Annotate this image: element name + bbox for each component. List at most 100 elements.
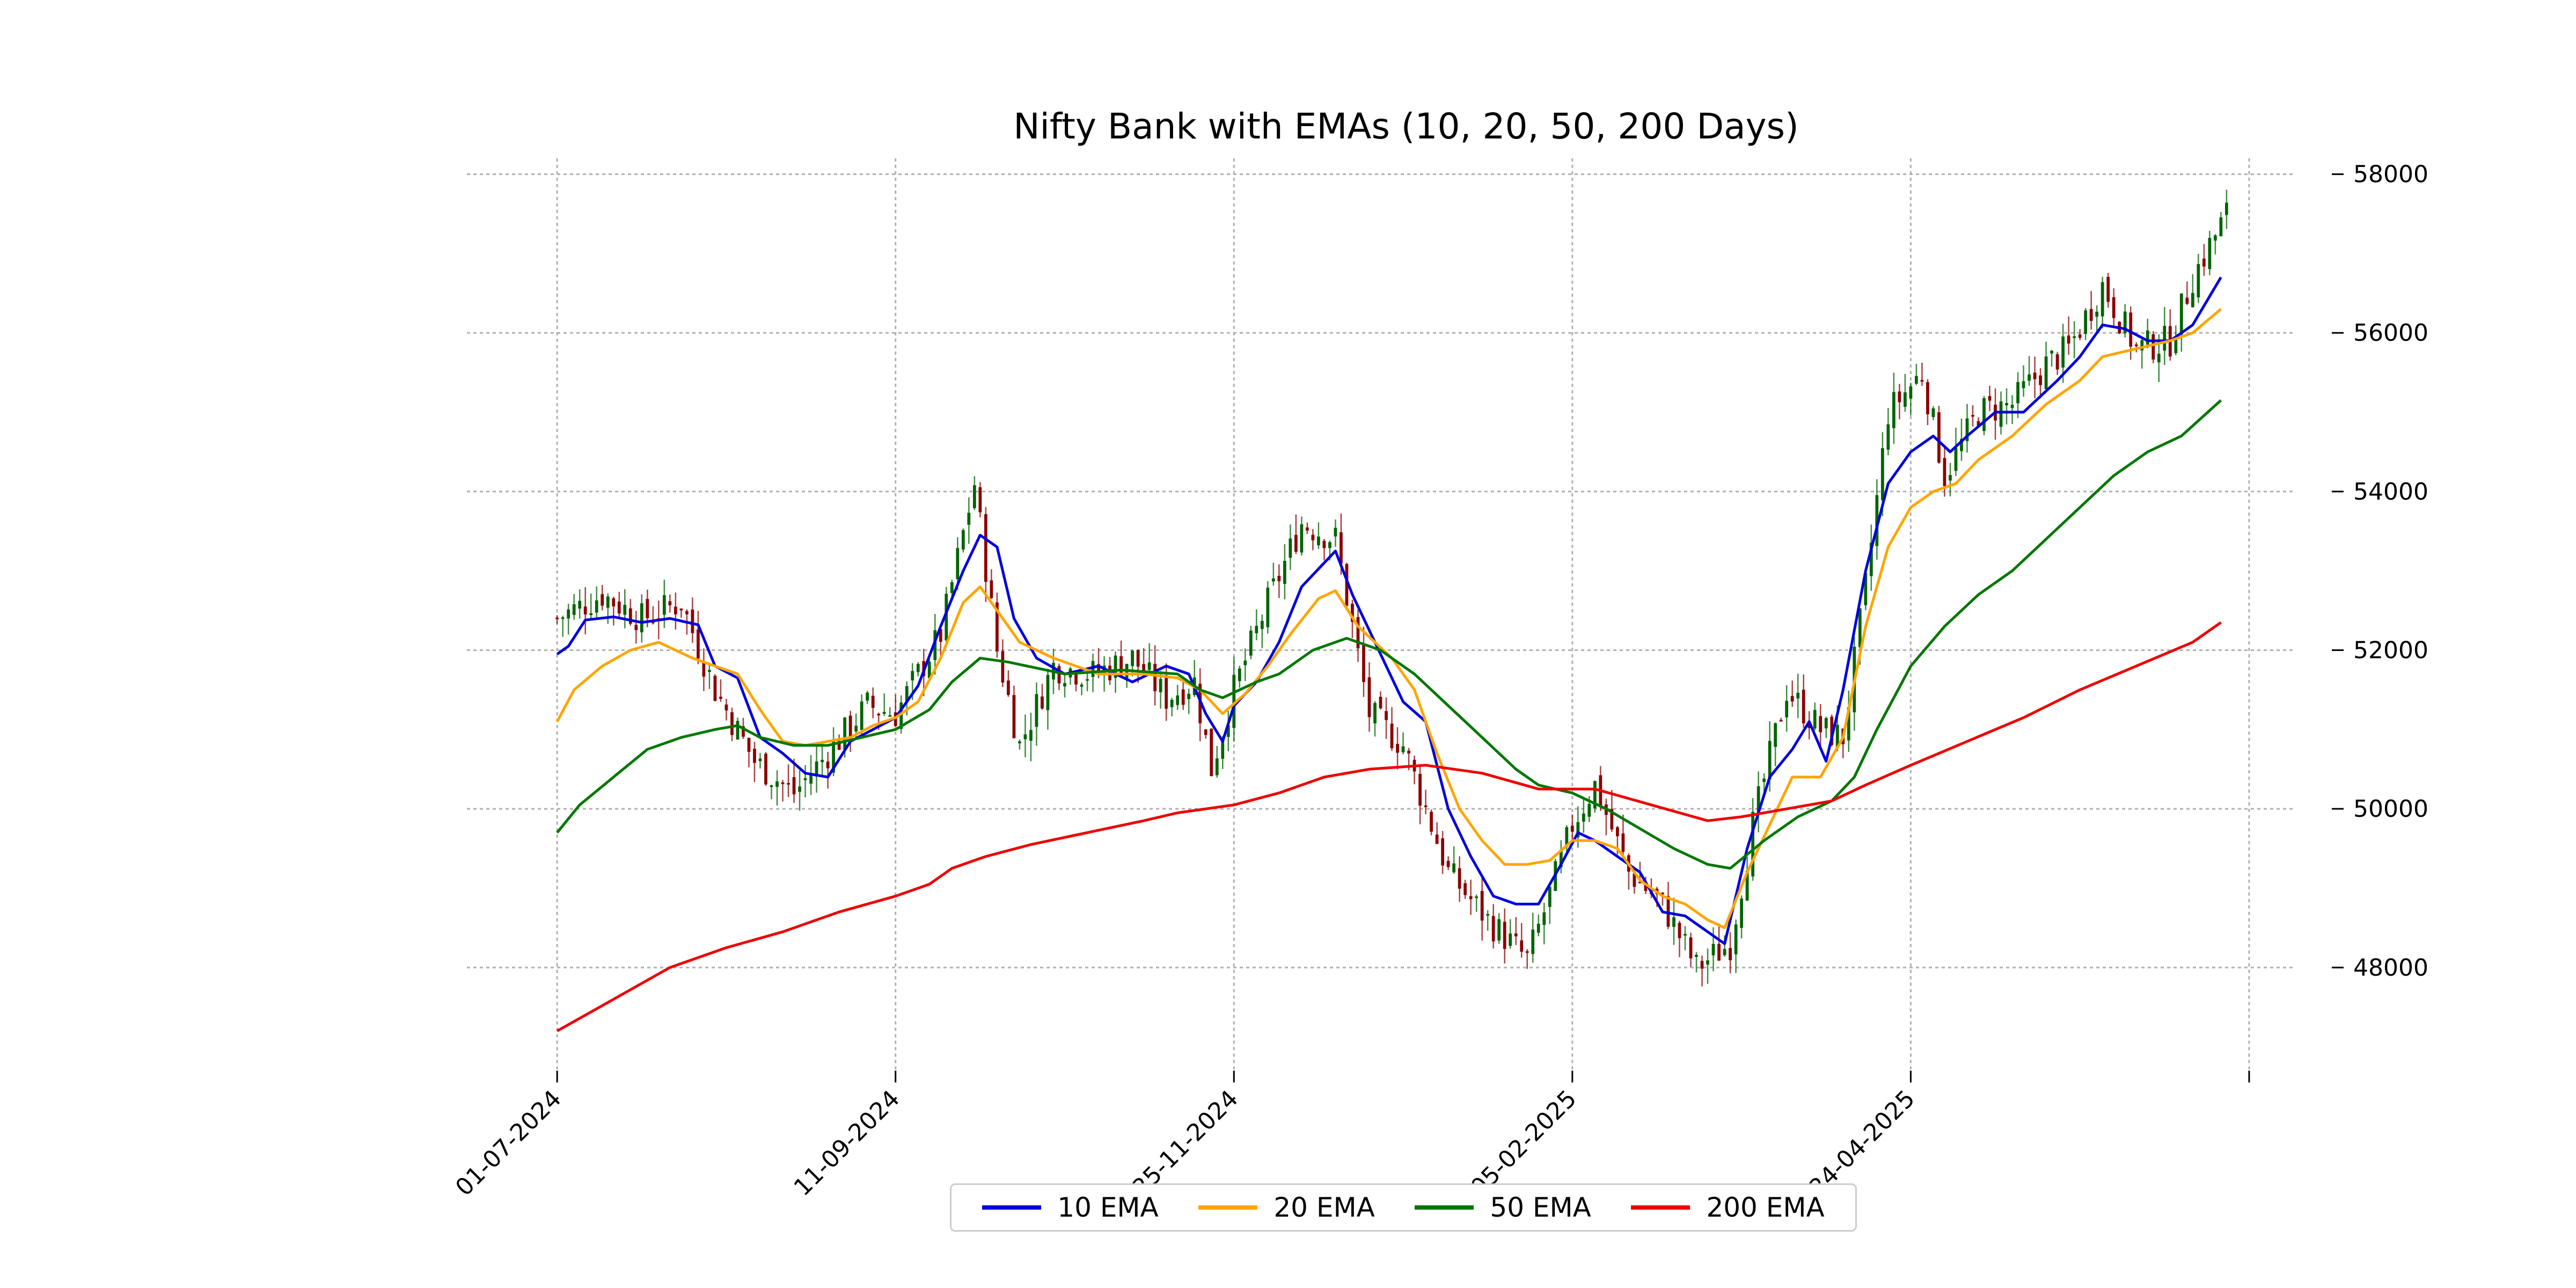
series-line-50-ema [556,399,2222,870]
candle-body [1785,700,1789,718]
candle-body [2208,238,2212,269]
candle-body [905,686,909,703]
candle-body [2005,402,2008,406]
candle-body [1424,805,1428,807]
legend-label: 20 EMA [1274,1192,1375,1223]
candle-body [2044,356,2048,390]
series-line-200-ema [556,621,2222,1033]
candle-body [764,753,767,785]
candle-body [1943,458,1946,486]
candle-body [1210,728,1213,777]
candle-body [742,726,745,737]
candle-body [1255,626,1258,633]
candle-body [961,530,965,550]
candle-body [1751,811,1755,877]
candle-body [1283,561,1286,584]
candle-body [1576,822,1580,838]
candle-body [1847,707,1850,741]
candle-body [1802,690,1805,723]
candle-body [1097,664,1100,673]
legend: 10 EMA 20 EMA 50 EMA 200 EMA [950,1183,1857,1232]
candle-body [1401,746,1405,752]
candle-body [634,625,638,631]
candle-body [899,702,903,729]
legend-item: 200 EMA [1631,1192,1825,1223]
candle-body [1294,535,1298,552]
series-line-20-ema [555,308,2222,930]
candle-body [1880,448,1884,500]
candle-body [2157,354,2161,363]
legend-swatch [1415,1205,1474,1210]
candle-body [1046,675,1050,711]
candle-body [1340,532,1343,564]
candle-body [1136,650,1140,667]
candle-body [1525,951,1529,953]
candle-body [1351,603,1354,622]
candle-body [2185,297,2189,304]
y-tick-label: 52000 [2353,637,2428,664]
candle-body [601,594,604,606]
candle-body [1638,881,1642,883]
candle-body [2123,311,2127,333]
candle-body [1012,695,1016,738]
candle-body [1396,744,1399,753]
candle-body [2010,405,2014,408]
candle-body [1322,540,1326,548]
candle-body [894,712,897,726]
candle-body [1260,620,1264,630]
candle-body [1830,716,1834,745]
candle-body [2039,375,2042,385]
candle-body [1080,684,1084,687]
candle-body [1779,720,1783,722]
candle-body [1977,421,1980,427]
candle-body [1204,729,1208,735]
candle-body [775,781,779,787]
candle-body [1238,668,1241,682]
candle-body [1418,774,1422,806]
candle-body [927,661,931,678]
candle-body [1520,940,1524,952]
series-line-10-ema [556,276,2222,945]
candle-body [1486,914,1490,916]
candle-body [1875,495,1879,546]
candle-body [2151,334,2155,360]
candle-body [646,599,649,618]
candle-body [837,741,841,750]
candle-body [1666,896,1670,927]
chart-title: Nifty Bank with EMAs (10, 20, 50, 200 Da… [1013,106,1799,147]
candle-body [2089,309,2093,321]
candle-body [2073,336,2076,338]
candle-body [843,718,847,750]
candle-body [1170,699,1174,707]
candle-body [1914,376,1918,384]
candle-body [606,596,610,608]
candle-body [708,670,711,672]
candle-body [1723,949,1726,955]
candle-body [2202,258,2206,267]
candle-body [1892,392,1896,428]
candle-body [2219,217,2223,237]
candle-body [1587,803,1591,817]
candle-body [1920,380,1924,382]
candle-body [2112,297,2116,318]
legend-label: 50 EMA [1490,1192,1591,1223]
candle-body [1790,696,1794,702]
candle-body [1858,608,1862,647]
candle-body [1514,933,1518,936]
candle-body [1717,943,1721,961]
candle-body [803,778,807,780]
candle-body [2134,345,2138,347]
candle-body [821,759,824,763]
candle-body [1131,650,1134,667]
candle-body [1362,645,1365,682]
candle-body [826,761,830,769]
candle-body [2191,292,2194,308]
candle-body [691,609,694,633]
candle-body [1689,937,1693,958]
candle-body [1181,689,1185,705]
candle-body [1745,870,1749,901]
candle-body [1729,948,1732,961]
candle-body [1762,778,1766,782]
candle-body [1886,424,1890,450]
candle-body [1570,825,1574,832]
